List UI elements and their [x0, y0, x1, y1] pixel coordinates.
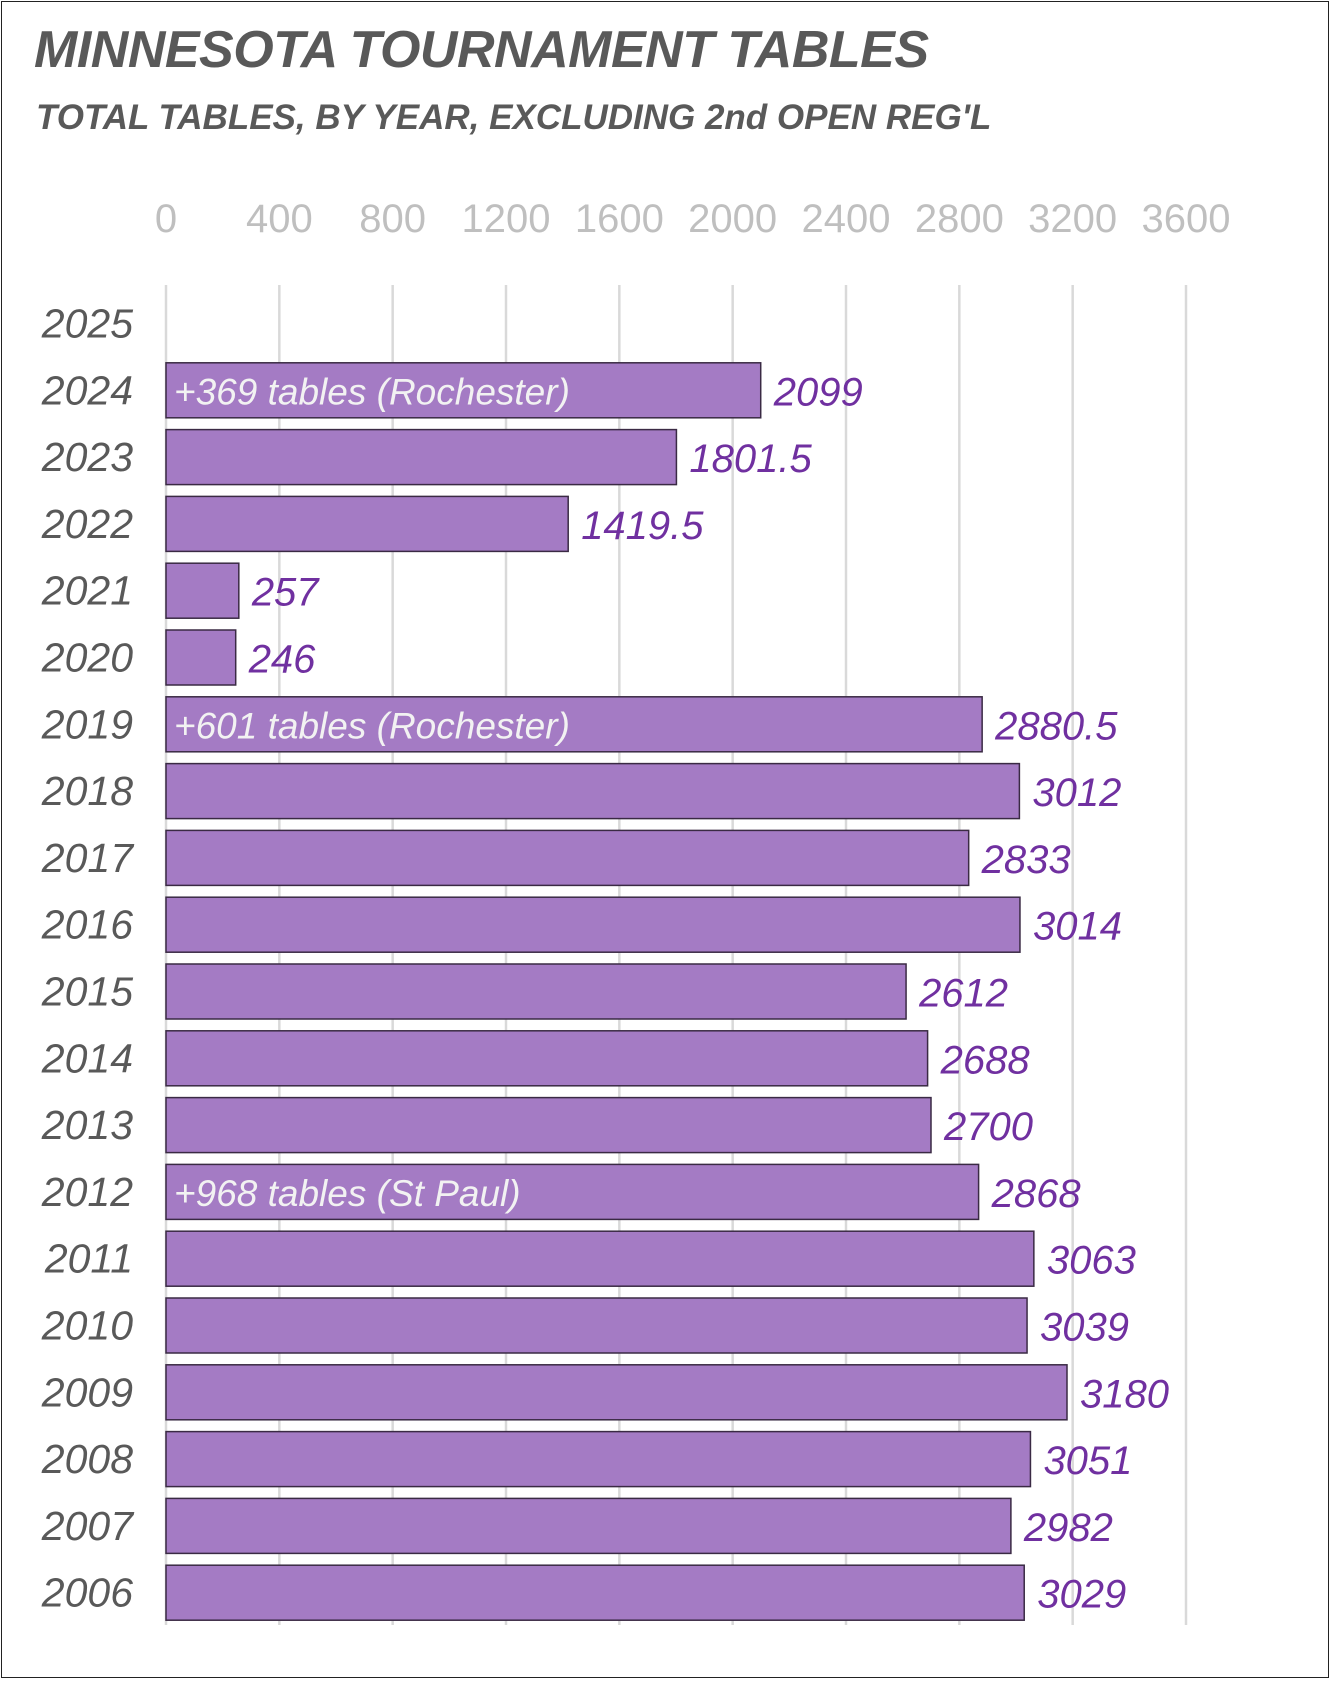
category-label: 2018 [41, 768, 133, 814]
value-label: 3180 [1080, 1372, 1169, 1416]
x-axis-ticks: 0 400 800 1200 1600 2000 2400 2800 3200 3600 [155, 197, 1231, 241]
value-label: 2880.5 [994, 704, 1118, 748]
bar [165, 762, 1021, 820]
value-label: 2700 [943, 1105, 1033, 1149]
bar [165, 1364, 1068, 1421]
value-label: 3012 [1032, 771, 1121, 815]
bar [165, 362, 762, 419]
value-label: 2099 [773, 370, 863, 414]
value-label: 257 [251, 571, 320, 615]
bar [165, 896, 1021, 953]
value-label: 246 [248, 638, 316, 682]
category-label: 2024 [41, 367, 133, 413]
category-label: 2014 [41, 1035, 133, 1081]
category-label: 2013 [41, 1102, 133, 1148]
value-label: 2868 [991, 1172, 1082, 1216]
x-tick-label: 2400 [802, 197, 891, 241]
x-tick-label: 400 [246, 197, 313, 241]
category-label: 2015 [41, 969, 133, 1015]
gridlines [164, 285, 1188, 1625]
bar [165, 1163, 980, 1221]
value-label: 3039 [1040, 1306, 1129, 1350]
bar-annotation: +968 tables (St Paul) [174, 1173, 521, 1214]
chart-title: MINNESOTA TOURNAMENT TABLES [34, 21, 929, 79]
category-label: 2011 [44, 1236, 133, 1282]
x-tick-label: 2800 [915, 197, 1004, 241]
category-label: 2006 [41, 1570, 133, 1616]
category-label: 2016 [41, 902, 133, 948]
category-label: 2019 [41, 701, 133, 747]
category-label: 2010 [41, 1303, 133, 1349]
x-tick-label: 3600 [1142, 197, 1231, 241]
bar [165, 1430, 1032, 1488]
category-label: 2007 [41, 1503, 135, 1549]
value-label: 2612 [918, 972, 1008, 1016]
bar-annotation: +601 tables (Rochester) [174, 705, 570, 746]
x-tick-label: 3200 [1028, 197, 1117, 241]
bar [165, 963, 907, 1020]
bar [165, 629, 237, 686]
value-label: 1419.5 [581, 504, 704, 548]
category-label: 2020 [41, 635, 133, 681]
x-tick-label: 800 [359, 197, 426, 241]
category-label: 2008 [41, 1436, 133, 1482]
value-label: 1801.5 [689, 437, 812, 481]
category-label: 2021 [41, 568, 133, 614]
category-label: 2009 [41, 1369, 133, 1415]
value-label: 3063 [1047, 1239, 1136, 1283]
bar [165, 562, 240, 619]
x-tick-label: 1200 [462, 197, 551, 241]
category-label: 2017 [41, 835, 135, 881]
bar [165, 829, 970, 887]
chart-subtitle: TOTAL TABLES, BY YEAR, EXCLUDING 2nd OPE… [36, 98, 992, 137]
bar [165, 1297, 1028, 1354]
bar [165, 1564, 1025, 1621]
category-label: 2025 [41, 301, 133, 347]
x-tick-label: 1600 [575, 197, 664, 241]
bar [165, 696, 983, 753]
category-label: 2023 [41, 434, 133, 480]
value-label: 3029 [1037, 1573, 1126, 1617]
bars: 2099 +369 tables (Rochester) 1801.5 1419.5 2… [165, 362, 1169, 1621]
x-tick-label: 0 [155, 197, 177, 241]
value-label: 2688 [940, 1038, 1031, 1082]
bar [165, 495, 569, 553]
x-tick-label: 2000 [688, 197, 777, 241]
value-label: 3051 [1043, 1439, 1132, 1483]
bar [165, 1096, 932, 1154]
y-axis-categories: 2025 2024 2023 2022 2021 2020 2019 2018 2017 2016… [41, 301, 135, 1616]
bar [165, 1230, 1035, 1287]
category-label: 2022 [41, 501, 133, 547]
category-label: 2012 [41, 1169, 133, 1215]
bar-annotation: +369 tables (Rochester) [174, 371, 570, 412]
bar [165, 1030, 929, 1087]
bar [165, 1497, 1012, 1555]
bar [165, 428, 678, 486]
value-label: 3014 [1033, 905, 1122, 949]
value-label: 2982 [1023, 1506, 1113, 1550]
value-label: 2833 [981, 838, 1071, 882]
